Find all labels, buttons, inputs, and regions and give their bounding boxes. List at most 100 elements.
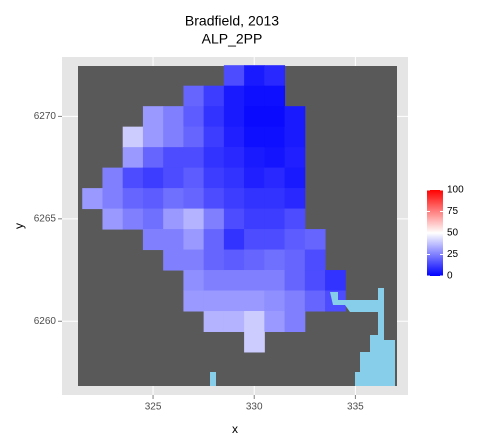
y-tick-label: 6265 (34, 213, 57, 224)
cell (142, 167, 164, 189)
cell (183, 249, 205, 271)
cell (284, 311, 306, 332)
cell (223, 147, 245, 169)
cell (244, 65, 265, 87)
cell (304, 229, 326, 251)
cell (203, 290, 225, 312)
cell (264, 65, 286, 87)
cell (163, 249, 184, 271)
cell (223, 311, 245, 332)
cell (122, 208, 144, 230)
cell (203, 167, 225, 189)
cell (183, 229, 205, 251)
cell (142, 147, 164, 169)
cell (183, 85, 205, 107)
cell (223, 65, 245, 87)
cell (163, 208, 184, 230)
cell (163, 106, 184, 128)
cell (325, 270, 346, 292)
chart-subtitle: ALP_2PP (202, 31, 263, 47)
cell (163, 188, 184, 210)
cell (102, 188, 124, 210)
raster (82, 65, 346, 353)
cell (183, 126, 205, 148)
cell (203, 85, 225, 107)
cell (142, 106, 164, 128)
cell (244, 208, 265, 230)
cell (264, 167, 286, 189)
cell (264, 147, 286, 169)
cell (223, 270, 245, 292)
x-tick-label: 330 (246, 402, 263, 413)
cell (284, 249, 306, 271)
cell (223, 106, 245, 128)
cell (223, 290, 245, 312)
cell (223, 188, 245, 210)
cell (264, 106, 286, 128)
cell (244, 167, 265, 189)
cell (183, 106, 205, 128)
cell (284, 270, 306, 292)
cell (163, 147, 184, 169)
legend-label: 0 (447, 271, 453, 282)
cell (223, 85, 245, 107)
cell (183, 290, 205, 312)
cell (244, 229, 265, 251)
cell (264, 311, 286, 332)
cell (264, 249, 286, 271)
cell (244, 290, 265, 312)
x-tick-label: 325 (145, 402, 162, 413)
cell (203, 270, 225, 292)
cell (183, 270, 205, 292)
chart-title: Bradfield, 2013 (185, 13, 279, 29)
cell (244, 188, 265, 210)
cell (183, 167, 205, 189)
y-tick-label: 6260 (34, 316, 57, 327)
cell (102, 167, 124, 189)
cell (244, 331, 265, 353)
cell (223, 126, 245, 148)
cell (203, 126, 225, 148)
cell (264, 126, 286, 148)
cell (244, 311, 265, 332)
cell (102, 208, 124, 230)
cell (122, 188, 144, 210)
cell (244, 126, 265, 148)
cell (304, 290, 326, 312)
colorbar (427, 190, 443, 276)
legend-label: 50 (447, 228, 459, 239)
cell (163, 167, 184, 189)
y-axis-label: y (12, 223, 26, 229)
cell (142, 208, 164, 230)
cell (284, 167, 306, 189)
cell (223, 167, 245, 189)
cell (264, 208, 286, 230)
cell (122, 167, 144, 189)
cell (284, 208, 306, 230)
cell (244, 147, 265, 169)
cell (284, 106, 306, 128)
cell (223, 229, 245, 251)
cell (264, 229, 286, 251)
cell (284, 229, 306, 251)
cell (183, 147, 205, 169)
cell (203, 147, 225, 169)
legend-label: 75 (447, 206, 459, 217)
cell (82, 188, 103, 210)
cell (284, 147, 306, 169)
cell (203, 249, 225, 271)
cell (142, 188, 164, 210)
cell (203, 106, 225, 128)
x-tick-label: 335 (347, 402, 364, 413)
cell (203, 188, 225, 210)
cell (264, 188, 286, 210)
cell (203, 229, 225, 251)
cell (284, 126, 306, 148)
cell (244, 85, 265, 107)
cell (304, 270, 326, 292)
cell (304, 249, 326, 271)
cell (183, 208, 205, 230)
cell (244, 270, 265, 292)
cell (223, 249, 245, 271)
